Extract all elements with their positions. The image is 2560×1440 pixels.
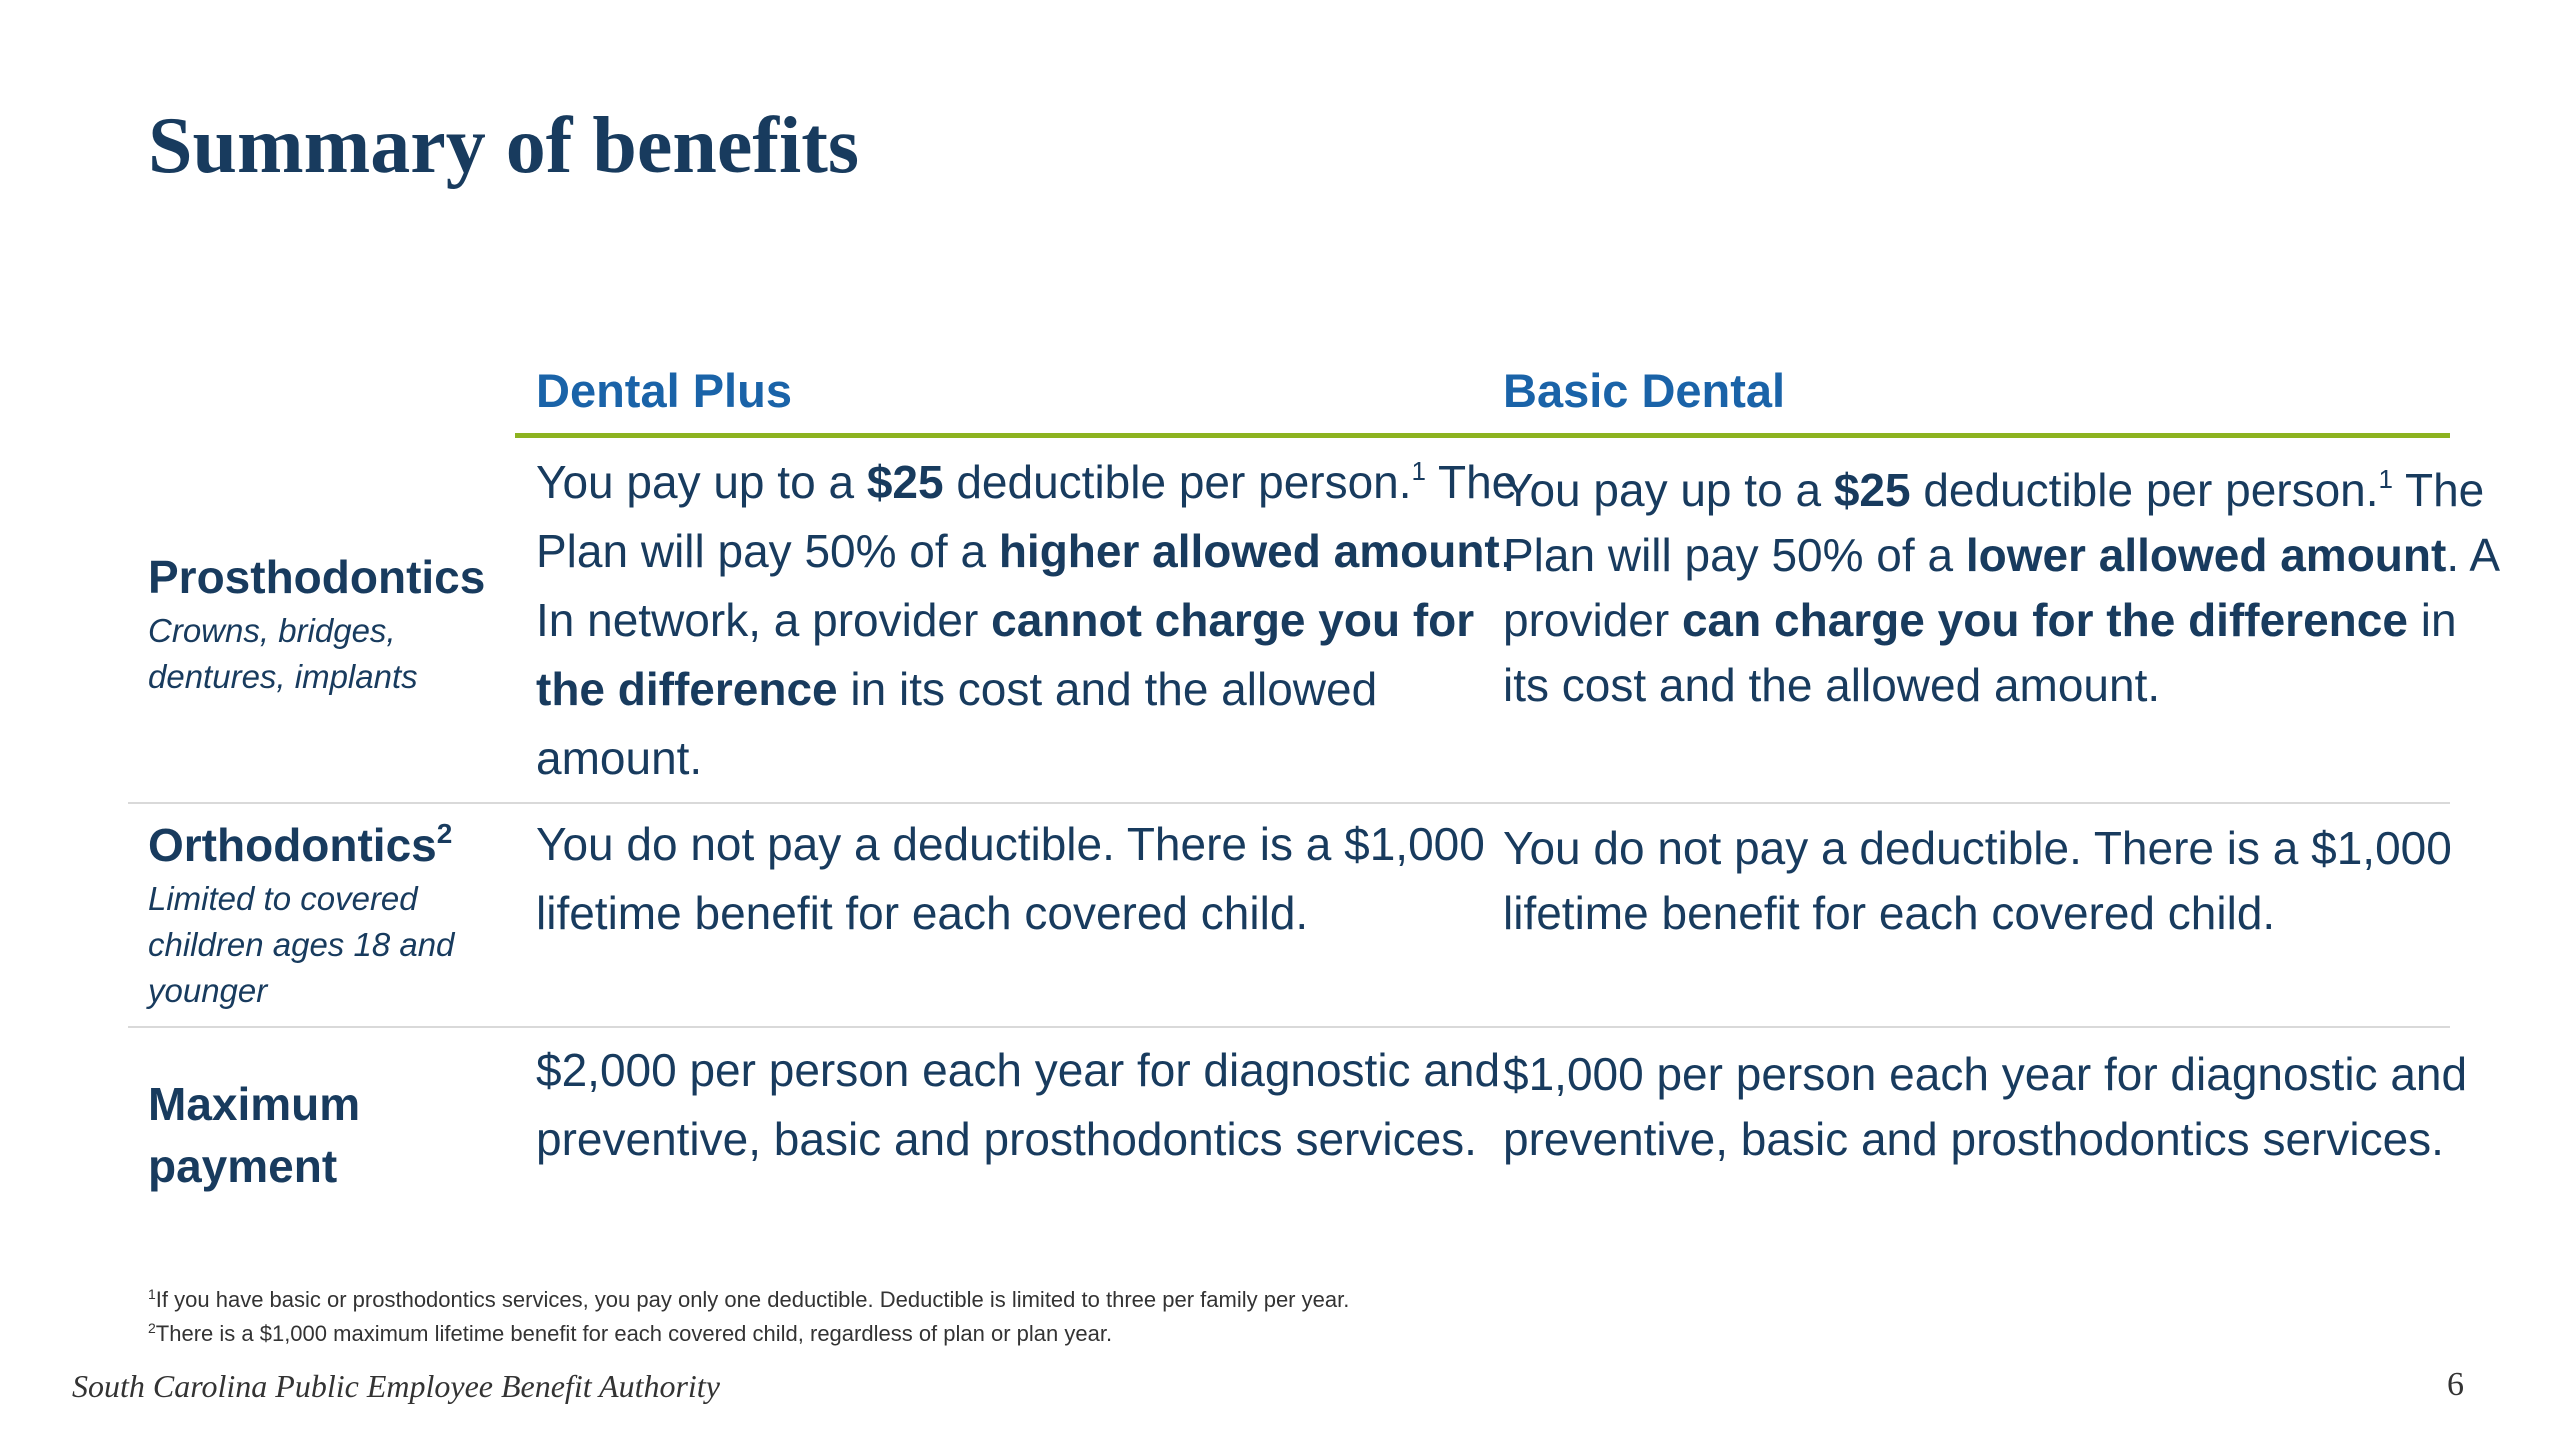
cell-text: . In network, a provider [536, 525, 1513, 646]
cell-text: deductible per person. [943, 456, 1412, 508]
row-title: Maximum payment [148, 1078, 361, 1193]
row-divider [128, 802, 2450, 804]
cell-text: . A provider [1503, 529, 2498, 646]
column-header-dental-plus: Dental Plus [536, 364, 792, 417]
header-divider [515, 433, 2450, 438]
footnote-2: 2There is a $1,000 maximum lifetime bene… [148, 1317, 1349, 1351]
table-row-prosthodontics: Prosthodontics Crowns, bridges, dentures… [128, 438, 2498, 802]
cell-text: in its cost and the allowed amount. [536, 663, 1378, 784]
row-title-text: Orthodontics [148, 819, 437, 871]
footnote-1: 1If you have basic or prosthodontics ser… [148, 1283, 1349, 1317]
row-label-maximum-payment: Maximum payment [148, 1073, 503, 1197]
footnote-text: If you have basic or prosthodontics serv… [155, 1287, 1350, 1312]
row-label-prosthodontics: Prosthodontics Crowns, bridges, dentures… [148, 546, 503, 700]
column-header-basic-dental: Basic Dental [1503, 364, 1786, 417]
cell-text: The Plan will pay 50% of a [1503, 464, 2485, 581]
cell-text: deductible per person. [1910, 464, 2379, 516]
footnote-ref: 2 [436, 818, 453, 849]
cell-dental-plus-prosthodontics: You pay up to a $25 deductible per perso… [536, 448, 1546, 793]
footnote-text: There is a $1,000 maximum lifetime benef… [155, 1321, 1113, 1346]
cell-basic-dental-prosthodontics: You pay up to a $25 deductible per perso… [1503, 458, 2513, 718]
cell-dental-plus-maximum-payment: $2,000 per person each year for diagnost… [536, 1044, 1501, 1165]
footnote-ref: 1 [2378, 464, 2394, 494]
cell-text: You pay up to a [1503, 464, 1834, 516]
page-number: 6 [2447, 1366, 2464, 1403]
footer-organization: South Carolina Public Employee Benefit A… [72, 1368, 720, 1404]
cell-emphasis: cannot charge you for the difference [536, 594, 1475, 715]
cell-emphasis: lower allowed amount [1965, 529, 2447, 581]
table-row-orthodontics: Orthodontics2 Limited to covered childre… [128, 804, 2452, 1026]
cell-text: You pay up to a [536, 456, 867, 508]
cell-basic-dental-maximum-payment: $1,000 per person each year for diagnost… [1503, 1048, 2468, 1165]
row-title: Orthodontics2 [148, 814, 503, 876]
row-divider [128, 1026, 2450, 1028]
row-subtitle: Crowns, bridges, dentures, implants [148, 612, 418, 696]
footnotes: 1If you have basic or prosthodontics ser… [148, 1283, 1349, 1351]
table-header: Dental Plus Basic Dental [0, 355, 2560, 435]
row-label-orthodontics: Orthodontics2 Limited to covered childre… [148, 814, 503, 1015]
row-subtitle: Limited to covered children ages 18 and … [148, 880, 455, 1010]
page-title: Summary of benefits [148, 102, 860, 190]
cell-basic-dental-orthodontics: You do not pay a deductible. There is a … [1503, 822, 2452, 939]
table-row-maximum-payment: Maximum payment $2,000 per person each y… [128, 1028, 2467, 1250]
row-title: Prosthodontics [148, 551, 486, 603]
footnote-marker: 1 [148, 1286, 156, 1302]
cell-text: The Plan will pay 50% of a [536, 456, 1518, 577]
footnote-marker: 2 [148, 1320, 156, 1336]
cell-dental-plus-orthodontics: You do not pay a deductible. There is a … [536, 818, 1485, 939]
cell-emphasis: can charge you for the difference [1681, 594, 2408, 646]
cell-emphasis: $25 [866, 456, 944, 508]
cell-emphasis: $25 [1833, 464, 1911, 516]
footnote-ref: 1 [1411, 456, 1427, 486]
cell-emphasis: higher allowed amount [998, 525, 1500, 577]
cell-text: in its cost and the allowed amount. [1503, 594, 2457, 711]
